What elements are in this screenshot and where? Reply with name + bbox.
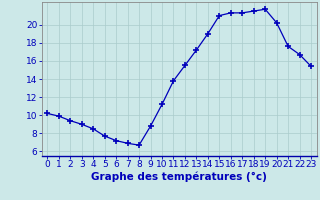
X-axis label: Graphe des températures (°c): Graphe des températures (°c) xyxy=(91,172,267,182)
